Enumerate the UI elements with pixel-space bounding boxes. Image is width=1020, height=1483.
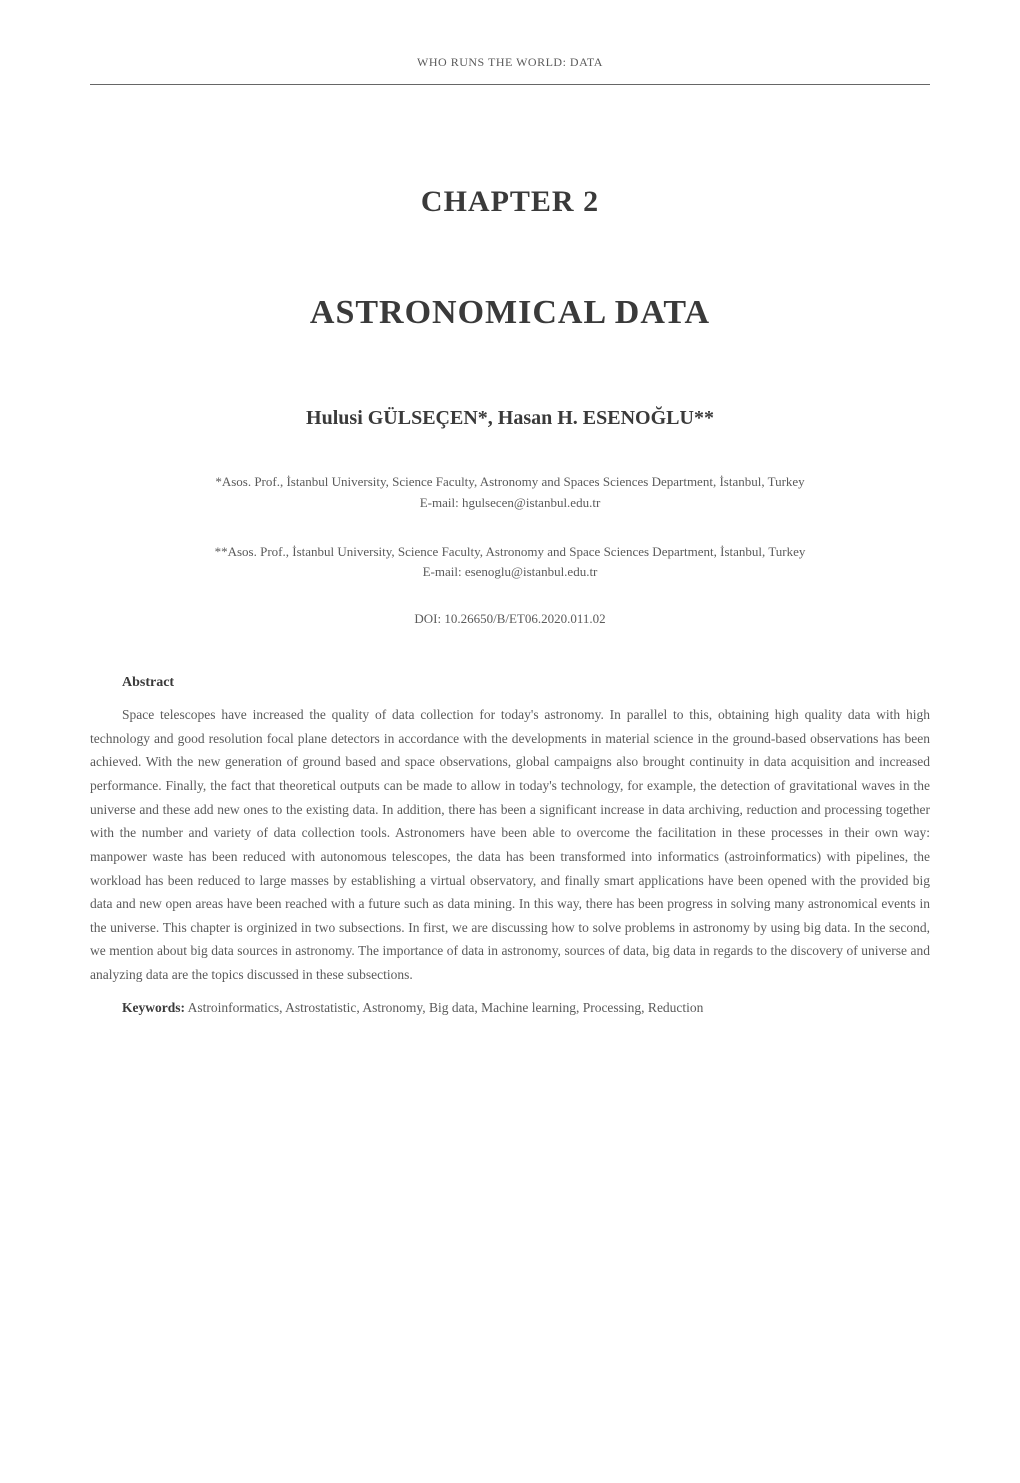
abstract-body: Space telescopes have increased the qual… [90, 703, 930, 987]
chapter-number: CHAPTER 2 [90, 185, 930, 219]
keywords-label: Keywords: [122, 1000, 185, 1015]
running-header: WHO RUNS THE WORLD: DATA [90, 55, 930, 85]
affiliation-2: **Asos. Prof., İstanbul University, Scie… [90, 542, 930, 584]
keywords: Keywords: Astroinformatics, Astrostatist… [90, 997, 930, 1020]
doi: DOI: 10.26650/B/ET06.2020.011.02 [90, 611, 930, 627]
authors: Hulusi GÜLSEÇEN*, Hasan H. ESENOĞLU** [90, 407, 930, 430]
affiliation-2-email: E-mail: esenoglu@istanbul.edu.tr [90, 562, 930, 583]
affiliation-1: *Asos. Prof., İstanbul University, Scien… [90, 472, 930, 514]
chapter-title: ASTRONOMICAL DATA [90, 294, 930, 332]
affiliation-1-line1: *Asos. Prof., İstanbul University, Scien… [90, 472, 930, 493]
keywords-text: Astroinformatics, Astrostatistic, Astron… [185, 1000, 703, 1015]
affiliation-2-line1: **Asos. Prof., İstanbul University, Scie… [90, 542, 930, 563]
affiliation-1-email: E-mail: hgulsecen@istanbul.edu.tr [90, 493, 930, 514]
abstract-heading: Abstract [122, 675, 930, 691]
